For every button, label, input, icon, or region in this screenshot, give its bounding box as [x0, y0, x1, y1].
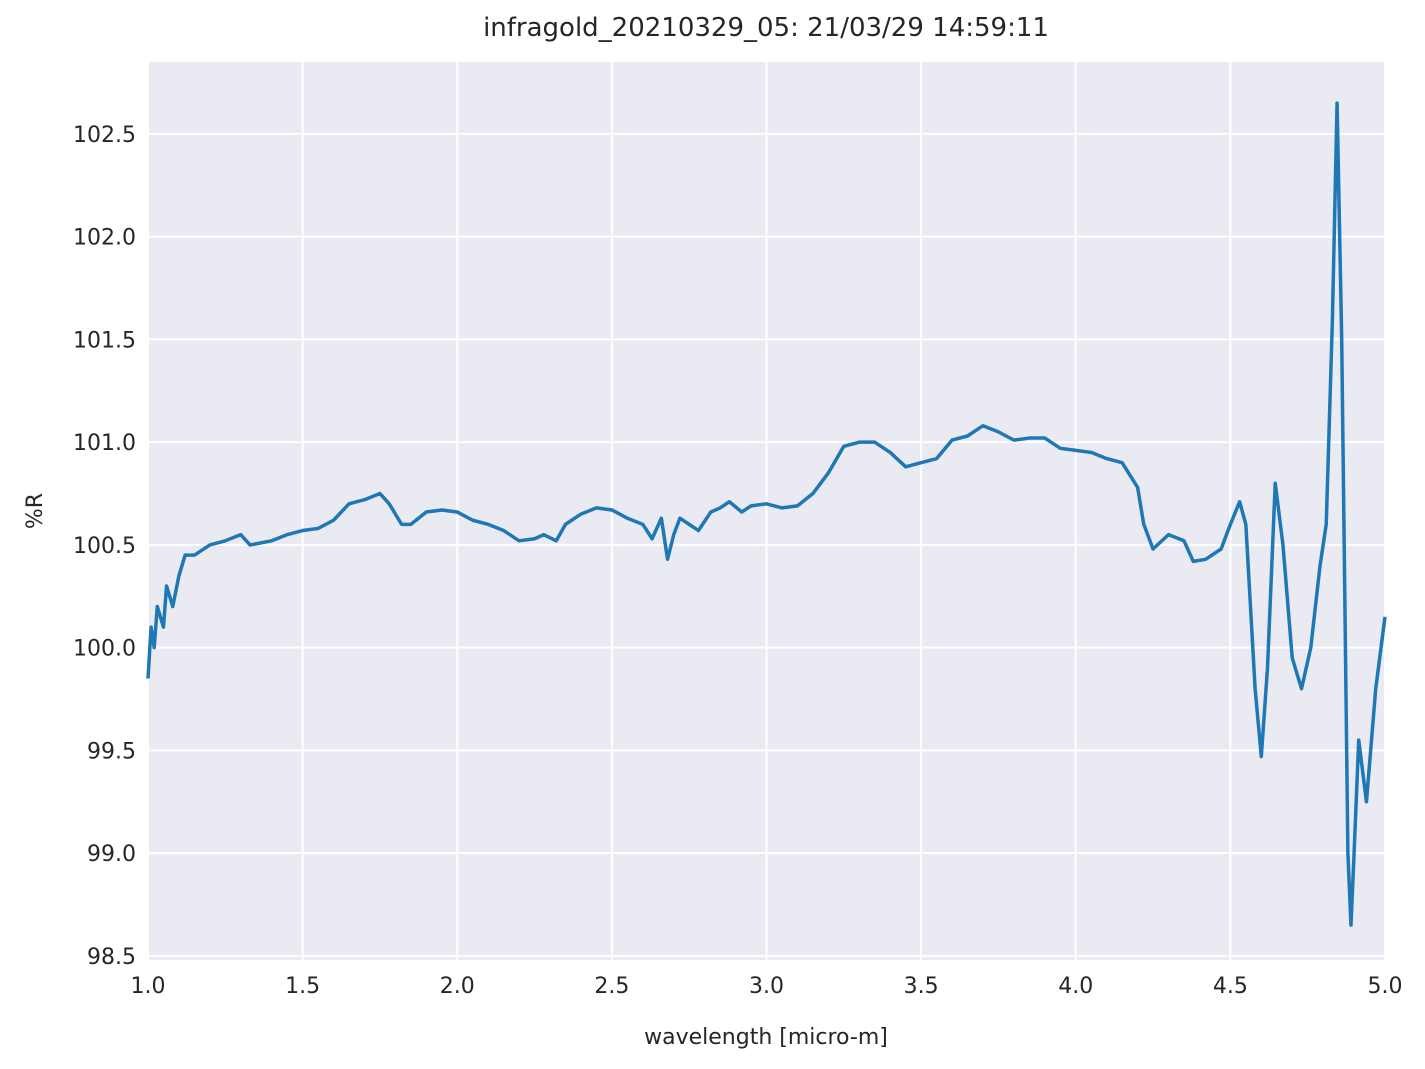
y-tick-label: 102.5	[73, 123, 136, 148]
x-axis-label: wavelength [micro-m]	[644, 1025, 888, 1050]
x-tick-label: 1.0	[131, 974, 166, 999]
x-tick-label: 5.0	[1368, 974, 1403, 999]
y-tick-label: 101.5	[73, 328, 136, 353]
chart-title: infragold_20210329_05: 21/03/29 14:59:11	[483, 13, 1049, 43]
y-tick-label: 101.0	[73, 431, 136, 456]
y-tick-label: 100.5	[73, 534, 136, 559]
y-axis-label: %R	[23, 493, 48, 529]
y-tick-label: 99.0	[87, 842, 136, 867]
y-tick-label: 98.5	[87, 945, 136, 970]
x-tick-label: 1.5	[285, 974, 320, 999]
y-tick-label: 100.0	[73, 637, 136, 662]
x-tick-label: 2.0	[440, 974, 475, 999]
y-tick-label: 99.5	[87, 739, 136, 764]
x-tick-label: 4.5	[1213, 974, 1248, 999]
x-tick-label: 4.0	[1058, 974, 1093, 999]
x-tick-label: 3.5	[904, 974, 939, 999]
data-line	[146, 101, 1387, 927]
x-tick-label: 3.0	[749, 974, 784, 999]
x-tick-label: 2.5	[594, 974, 629, 999]
y-tick-label: 102.0	[73, 226, 136, 251]
